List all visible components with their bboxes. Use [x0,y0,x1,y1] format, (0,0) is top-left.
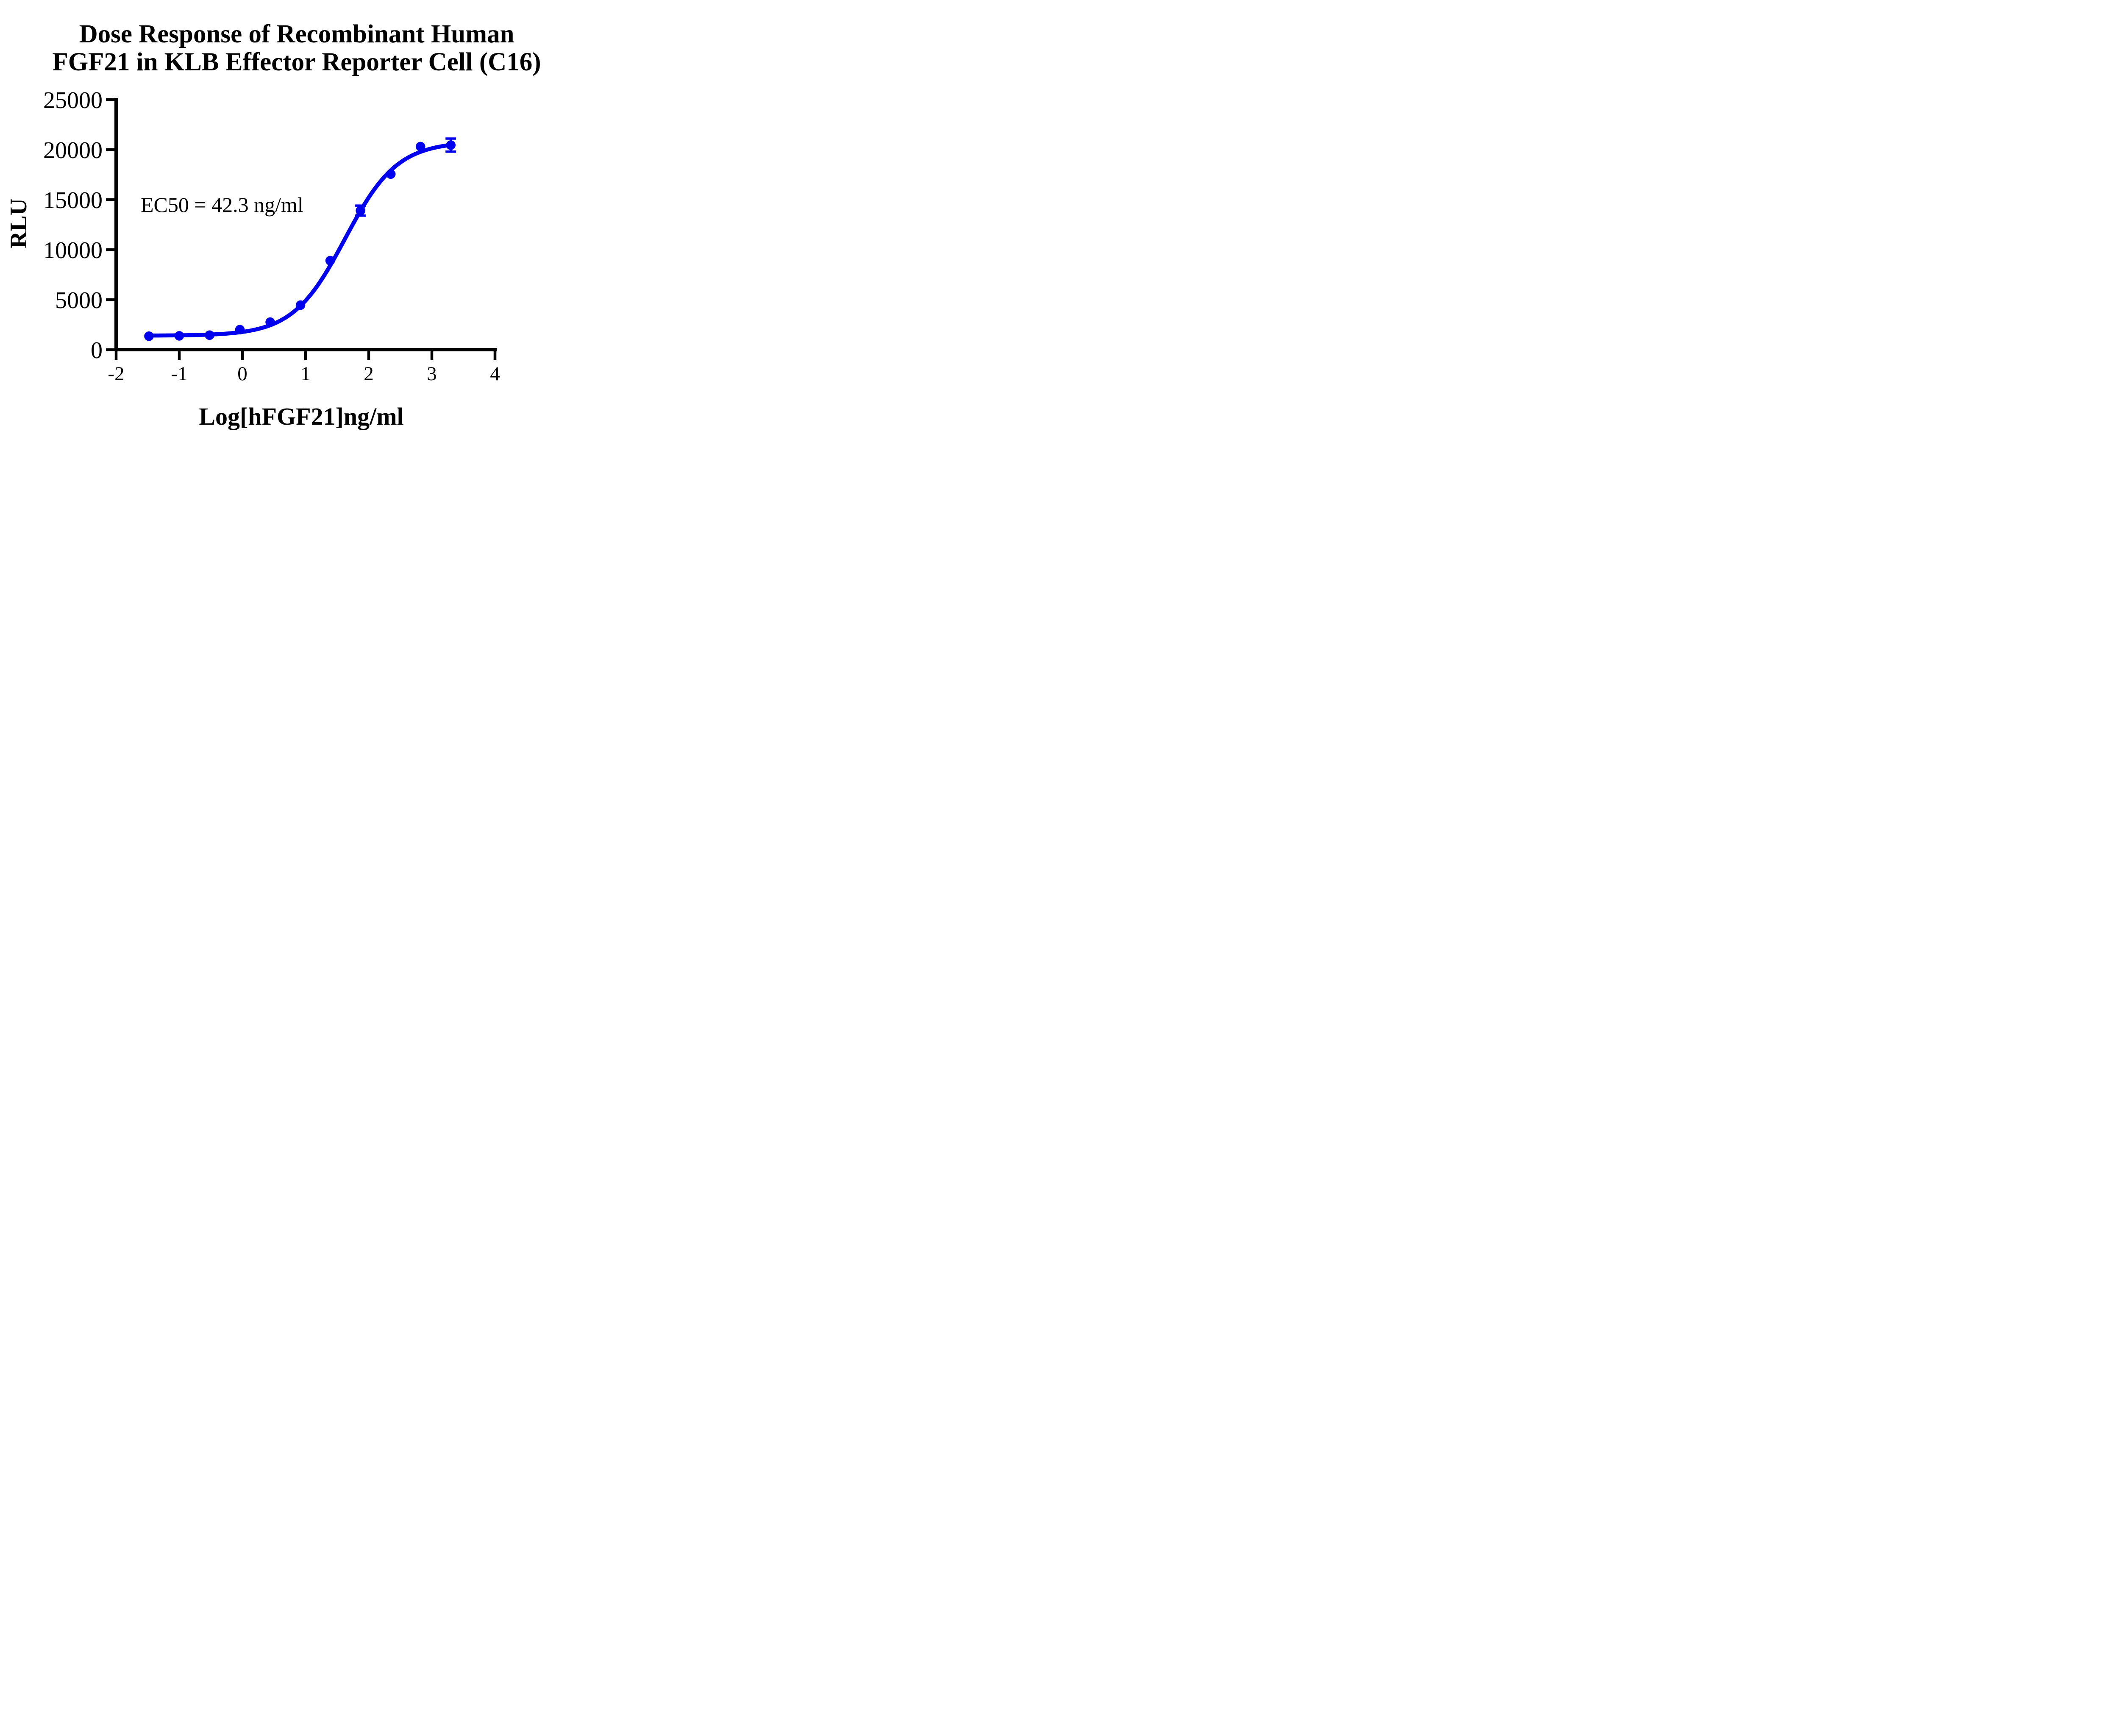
data-point-10 [446,140,456,150]
dose-response-chart: Dose Response of Recombinant Human FGF21… [6,20,541,430]
axes [114,98,497,351]
chart-title-line2: FGF21 in KLB Effector Reporter Cell (C16… [52,48,541,76]
x-tick-label-1: 1 [300,363,311,385]
x-tick-label--1: -1 [171,363,187,385]
x-tick-label--2: -2 [108,363,124,385]
x-tick-label-3: 3 [427,363,437,385]
chart-title-line1: Dose Response of Recombinant Human [79,20,514,48]
x-tick-label-4: 4 [490,363,500,385]
y-axis-title: RLU [6,198,32,248]
x-axis-ticks [114,351,497,360]
y-axis-tick-labels: 0 5000 10000 15000 20000 25000 [43,87,103,364]
y-tick-label-20000: 20000 [43,137,103,164]
data-points [144,140,456,341]
x-tick-label-0: 0 [237,363,247,385]
y-tick-label-10000: 10000 [43,237,103,264]
y-tick-label-15000: 15000 [43,187,103,214]
data-point-5 [295,300,306,310]
data-point-0 [144,331,154,341]
y-tick-label-25000: 25000 [43,87,103,114]
data-point-6 [325,256,335,266]
ec50-annotation: EC50 = 42.3 ng/ml [141,193,303,217]
data-point-8 [386,169,396,179]
x-axis-tick-labels: -2 -1 0 1 2 3 4 [108,363,500,385]
chart-canvas: Dose Response of Recombinant Human FGF21… [0,0,554,434]
error-bars [355,137,456,217]
y-tick-label-0: 0 [91,337,103,364]
data-point-1 [174,331,184,341]
y-tick-label-5000: 5000 [55,287,103,314]
data-point-4 [265,317,275,327]
data-point-3 [235,325,245,335]
data-point-7 [356,206,365,216]
y-axis-ticks [106,98,114,351]
data-point-2 [205,330,214,340]
x-axis-title: Log[hFGF21]ng/ml [199,403,403,430]
x-tick-label-2: 2 [364,363,374,385]
data-point-9 [415,142,425,152]
